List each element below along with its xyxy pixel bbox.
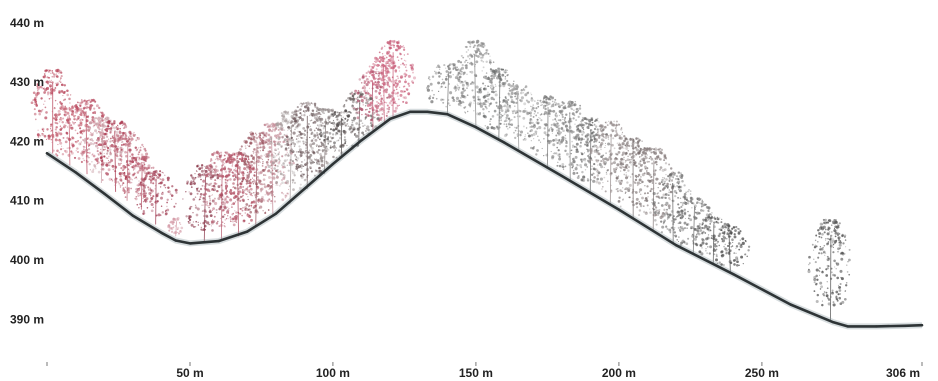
tree-3 [78,116,124,183]
x-tick-label: 200 m [602,366,636,380]
tree-11 [219,151,261,237]
terrain-point-16 [426,110,429,114]
tree-22 [426,63,470,115]
tree-23 [454,39,498,128]
x-tick-label: 50 m [176,366,203,380]
tree-30 [610,137,654,219]
x-tick-label: 250 m [745,366,779,380]
x-axis-tick-labels: 50 m 100 m 150 m 200 m 250 m 306 m [46,362,923,380]
tree-12 [233,131,279,228]
tree-26 [527,95,570,168]
terrain-point-19 [503,141,506,144]
y-tick-label: 400 m [10,253,44,267]
terrain-point-4 [160,231,163,234]
x-tick-label: 150 m [459,366,493,380]
y-tick-label: 430 m [10,75,44,89]
terrain-point-8 [246,230,249,233]
tree-13 [250,122,295,216]
tree-0 [30,68,75,154]
terrain-point-12 [360,139,363,142]
terrain-point-18 [474,126,478,129]
tree-5 [105,131,149,201]
terrain-profile-layer [45,108,924,330]
terrain-line [45,110,924,328]
terrain-point-29 [920,324,924,327]
terrain-point-23 [732,273,735,276]
tree-canopy-layer [30,39,851,321]
terrain-point-15 [417,110,420,114]
terrain-point-20 [560,174,563,178]
tree-33 [670,196,716,255]
terrain-point-22 [674,244,678,247]
terrain-point-27 [875,325,878,328]
terrain-point-26 [846,325,849,328]
x-tick-label: 306 m [886,366,920,380]
terrain-point-0 [45,152,49,155]
tree-29 [588,120,632,205]
tree-7 [135,170,178,225]
tree-31 [631,147,676,231]
tree-27 [549,100,593,182]
x-tick-label: 100 m [316,366,350,380]
tree-16 [302,107,347,175]
terrain-point-3 [131,214,134,217]
terrain-point-6 [188,242,192,245]
y-tick-label: 410 m [10,194,44,208]
tree-14 [267,110,313,204]
y-axis-tick-labels: 440 m 430 m 420 m 410 m 400 m 390 m [10,16,44,326]
terrain-point-10 [303,187,306,191]
tree-25 [496,84,540,151]
y-tick-label: 390 m [10,312,44,326]
terrain-point-24 [789,303,792,306]
tree-8 [167,217,184,237]
y-tick-label: 420 m [10,135,44,149]
terrain-point-14 [409,110,412,114]
terrain-point-2 [103,192,106,195]
tree-21 [371,39,417,118]
terrain-point-5 [174,239,177,242]
terrain-point-7 [217,239,220,243]
terrain-point-28 [903,324,906,327]
tree-19 [350,70,395,131]
tree-17 [319,109,364,159]
tree-35 [709,224,751,274]
tree-24 [477,67,519,140]
terrain-point-21 [617,208,621,211]
terrain-point-11 [331,162,335,166]
tree-36 [807,218,851,321]
terrain-point-25 [832,321,835,324]
tree-34 [692,215,734,265]
terrain-point-17 [446,113,449,116]
y-tick-label: 440 m [10,16,44,30]
tree-15 [284,101,328,189]
terrain-point-1 [74,171,77,174]
terrain-point-9 [274,212,277,215]
terrain-point-13 [388,117,392,121]
